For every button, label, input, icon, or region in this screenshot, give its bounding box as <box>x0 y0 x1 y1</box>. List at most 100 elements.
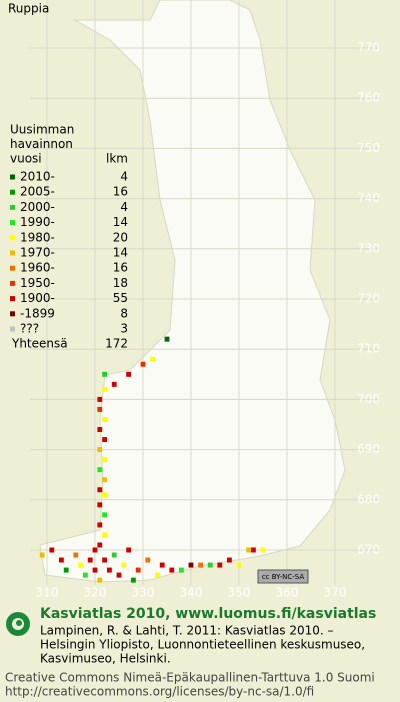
legend-label: 1980- <box>20 230 55 244</box>
occurrence-square <box>169 567 175 573</box>
badge-text: cc BY-NC-SA <box>262 573 305 581</box>
occurrence-square <box>126 371 131 377</box>
legend-count-header: lkm <box>106 152 128 166</box>
occurrence-square <box>49 547 55 553</box>
legend-swatch <box>10 326 15 332</box>
occurrence-square <box>140 361 146 367</box>
legend-swatch <box>10 204 15 210</box>
occurrence-square <box>97 502 103 508</box>
x-tick-label: 320 <box>84 586 107 600</box>
legend-swatch <box>10 265 15 271</box>
occurrence-square <box>102 416 107 422</box>
occurrence-square <box>97 396 103 402</box>
occurrence-square <box>198 562 203 568</box>
legend-total-label: Yhteensä <box>11 337 68 351</box>
legend-count: 20 <box>113 230 128 244</box>
legend-count: 4 <box>120 170 128 184</box>
occurrence-square <box>97 542 103 548</box>
legend-swatch <box>10 296 15 302</box>
legend-label: 1950- <box>20 276 55 290</box>
occurrence-square <box>92 547 98 553</box>
occurrence-square <box>150 356 155 362</box>
occurrence-square <box>97 487 103 493</box>
occurrence-square <box>107 567 112 573</box>
license-line: http://creativecommons.org/licenses/by-n… <box>5 685 314 699</box>
y-tick-label: 680 <box>357 492 380 506</box>
map-title: Ruppia <box>8 2 49 16</box>
occurrence-square <box>102 457 107 463</box>
legend-label: 1990- <box>20 215 55 229</box>
citation-line: Lampinen, R. & Lahti, T. 2011: Kasviatla… <box>40 624 334 638</box>
occurrence-square <box>179 567 184 573</box>
occurrence-square <box>73 552 79 558</box>
occurrence-square <box>251 547 256 553</box>
y-tick-label: 740 <box>357 191 380 205</box>
legend-swatch <box>10 189 15 195</box>
legend-count: 16 <box>113 185 128 199</box>
legend-label: 1970- <box>20 246 55 260</box>
legend-label: ??? <box>20 322 39 336</box>
occurrence-square <box>121 562 127 568</box>
x-tick-label: 340 <box>180 586 203 600</box>
occurrence-square <box>102 512 107 518</box>
cc-badge: cc BY-NC-SA <box>257 569 309 584</box>
occurrence-square <box>236 562 242 568</box>
legend-label: 1900- <box>20 291 55 305</box>
occurrence-square <box>102 477 107 483</box>
x-tick-label: 360 <box>276 586 299 600</box>
x-tick-label: 330 <box>132 586 155 600</box>
legend-count: 14 <box>113 246 128 260</box>
occurrence-square <box>207 562 213 568</box>
legend-label: 2010- <box>20 170 55 184</box>
legend-label: 2000- <box>20 200 55 214</box>
occurrence-square <box>102 557 107 563</box>
occurrence-square <box>111 381 117 387</box>
y-tick-label: 750 <box>357 141 380 155</box>
y-tick-label: 690 <box>357 442 380 456</box>
citation-line: Kasvimuseo, Helsinki. <box>40 652 171 666</box>
x-tick-label: 350 <box>228 586 251 600</box>
occurrence-square <box>116 572 122 578</box>
legend-swatch <box>10 280 15 286</box>
legend-total-count: 172 <box>105 337 128 351</box>
legend-label: 1960- <box>20 261 55 275</box>
occurrence-square <box>97 427 103 433</box>
occurrence-square <box>135 567 141 573</box>
occurrence-square <box>131 577 136 583</box>
observations <box>39 336 266 583</box>
legend-swatch <box>10 250 15 256</box>
y-tick-label: 720 <box>357 292 380 306</box>
grid: 310 320 330 340 350 360 3707707607507407307207… <box>30 0 380 600</box>
occurrence-square <box>102 532 107 538</box>
legend-count: 3 <box>120 322 128 336</box>
occurrence-square <box>260 547 266 553</box>
occurrence-square <box>83 572 88 578</box>
occurrence-square <box>126 547 131 553</box>
occurrence-square <box>227 557 232 563</box>
y-tick-label: 770 <box>357 41 380 55</box>
logo <box>6 612 30 636</box>
occurrence-square <box>97 467 103 473</box>
occurrence-square <box>63 567 69 573</box>
occurrence-square <box>87 557 93 563</box>
legend-title: havainnon <box>10 137 73 151</box>
occurrence-square <box>102 386 107 392</box>
license-line: Creative Commons Nimeä-Epäkaupallinen-Ta… <box>5 671 375 685</box>
occurrence-square <box>97 406 103 412</box>
occurrence-square <box>164 336 170 342</box>
occurrence-square <box>102 492 107 498</box>
citation-line: Helsingin Yliopisto, Luonnontieteellinen… <box>40 638 365 652</box>
occurrence-square <box>59 557 64 563</box>
occurrence-square <box>111 552 117 558</box>
occurrence-square <box>102 437 107 443</box>
legend-count: 55 <box>113 291 128 305</box>
occurrence-square <box>188 562 194 568</box>
occurrence-square <box>155 572 160 578</box>
y-tick-label: 700 <box>357 392 380 406</box>
occurrence-square <box>97 577 103 583</box>
legend-swatch <box>10 174 15 180</box>
occurrence-square <box>78 562 83 568</box>
finland-outline <box>39 0 346 583</box>
occurrence-square <box>97 522 103 528</box>
